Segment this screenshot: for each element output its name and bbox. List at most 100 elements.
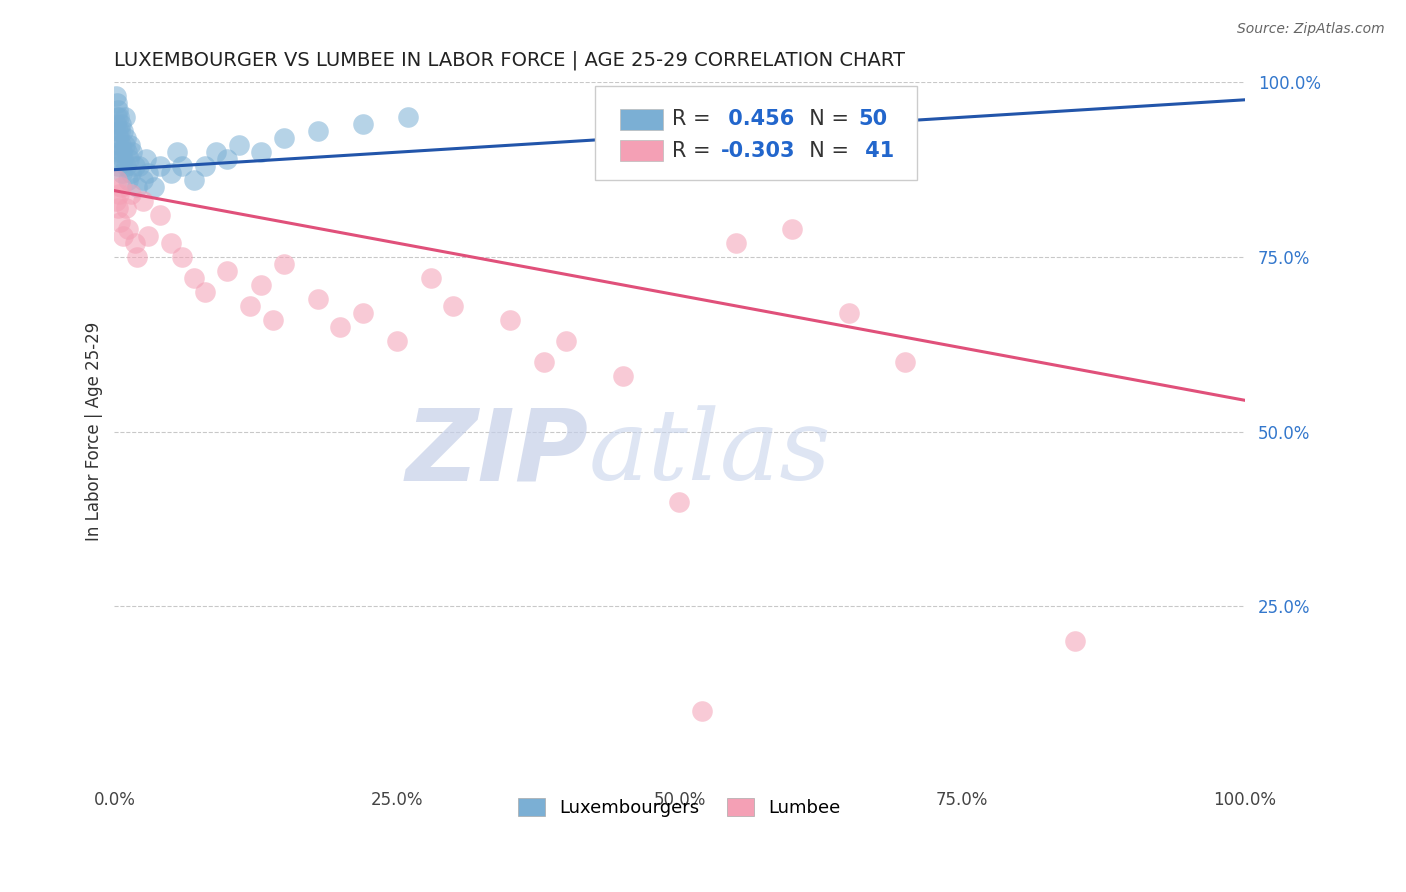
Point xyxy=(105,96,128,111)
Point xyxy=(125,180,148,194)
Point xyxy=(105,110,128,124)
Point xyxy=(690,704,713,718)
Point xyxy=(894,355,917,369)
Point xyxy=(107,124,129,138)
Point xyxy=(120,138,142,153)
Point xyxy=(120,187,142,202)
Point xyxy=(117,173,139,187)
Point xyxy=(443,299,465,313)
Point xyxy=(668,494,690,508)
Text: N =: N = xyxy=(796,110,855,129)
Point xyxy=(217,264,239,278)
Point xyxy=(205,145,228,160)
Text: 41: 41 xyxy=(858,141,894,161)
Text: atlas: atlas xyxy=(589,405,832,500)
Point xyxy=(273,257,295,271)
Y-axis label: In Labor Force | Age 25-29: In Labor Force | Age 25-29 xyxy=(86,322,103,541)
Point xyxy=(183,173,205,187)
Point xyxy=(107,159,129,173)
Text: LUXEMBOURGER VS LUMBEE IN LABOR FORCE | AGE 25-29 CORRELATION CHART: LUXEMBOURGER VS LUMBEE IN LABOR FORCE | … xyxy=(114,51,905,70)
Point xyxy=(273,131,295,145)
Point xyxy=(149,208,172,222)
Text: R =: R = xyxy=(672,141,717,161)
Point xyxy=(125,250,148,264)
Point xyxy=(114,201,136,215)
Point xyxy=(107,201,129,215)
Point xyxy=(135,152,157,166)
Text: ZIP: ZIP xyxy=(406,404,589,501)
Point xyxy=(307,124,329,138)
Point xyxy=(110,180,132,194)
Point xyxy=(352,306,374,320)
Point xyxy=(131,194,153,208)
Point xyxy=(612,368,634,383)
Point xyxy=(307,292,329,306)
Point xyxy=(160,235,183,250)
Point xyxy=(108,152,131,166)
Text: Source: ZipAtlas.com: Source: ZipAtlas.com xyxy=(1237,22,1385,37)
Point xyxy=(329,319,352,334)
Point xyxy=(108,131,131,145)
Point xyxy=(124,159,146,173)
Point xyxy=(149,159,172,173)
Point xyxy=(555,334,578,348)
Legend: Luxembourgers, Lumbee: Luxembourgers, Lumbee xyxy=(510,790,848,824)
Point xyxy=(115,145,138,160)
Point xyxy=(143,180,166,194)
Point xyxy=(499,313,522,327)
Point xyxy=(112,229,135,244)
Point xyxy=(114,138,136,153)
Point xyxy=(107,145,129,160)
Point xyxy=(108,110,131,124)
Point xyxy=(114,110,136,124)
Point xyxy=(112,124,135,138)
Point xyxy=(1064,634,1087,648)
Point xyxy=(104,194,127,208)
Point xyxy=(838,306,860,320)
Point xyxy=(228,138,250,153)
Point xyxy=(262,313,284,327)
Point xyxy=(250,145,273,160)
FancyBboxPatch shape xyxy=(620,109,662,130)
Point xyxy=(124,235,146,250)
Point xyxy=(194,285,217,299)
Point xyxy=(120,166,142,180)
Point xyxy=(110,138,132,153)
Point xyxy=(782,222,804,236)
Point xyxy=(183,271,205,285)
Point xyxy=(160,166,183,180)
Point xyxy=(419,271,441,285)
Point xyxy=(112,152,135,166)
Point xyxy=(104,89,127,103)
Point xyxy=(352,117,374,131)
Point xyxy=(114,159,136,173)
Point xyxy=(385,334,408,348)
Point xyxy=(108,187,131,202)
Text: 0.456: 0.456 xyxy=(721,110,794,129)
Point xyxy=(128,159,150,173)
Text: 50: 50 xyxy=(858,110,887,129)
Text: -0.303: -0.303 xyxy=(721,141,796,161)
Text: N =: N = xyxy=(796,141,855,161)
Point xyxy=(136,229,159,244)
Point xyxy=(111,145,134,160)
Point xyxy=(117,222,139,236)
Point xyxy=(105,138,128,153)
FancyBboxPatch shape xyxy=(595,86,917,180)
FancyBboxPatch shape xyxy=(620,140,662,161)
Point xyxy=(724,235,747,250)
Point xyxy=(108,124,131,138)
Point xyxy=(110,117,132,131)
Point xyxy=(131,173,153,187)
Point xyxy=(239,299,262,313)
Point xyxy=(118,152,141,166)
Point xyxy=(172,159,194,173)
Point xyxy=(166,145,188,160)
Point xyxy=(396,110,419,124)
Point xyxy=(172,250,194,264)
Point xyxy=(108,215,131,229)
Point xyxy=(111,166,134,180)
Point xyxy=(105,173,128,187)
Point xyxy=(194,159,217,173)
Point xyxy=(533,355,555,369)
